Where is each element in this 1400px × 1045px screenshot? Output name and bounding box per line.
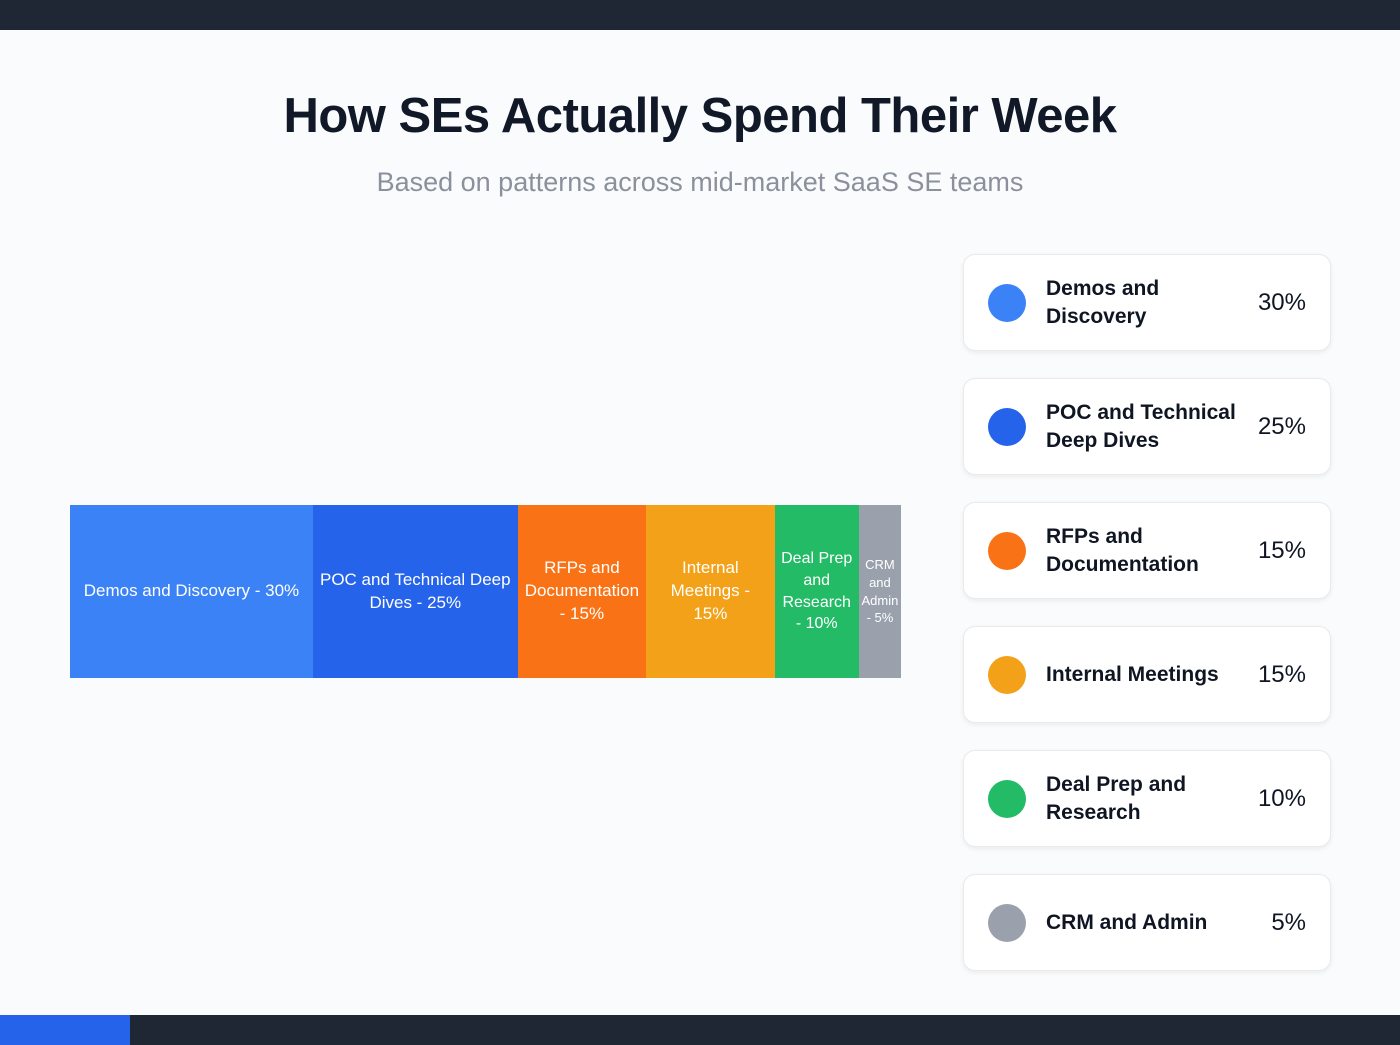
bar-segment-demos-and-discovery: Demos and Discovery - 30% (70, 505, 313, 678)
stacked-bar-chart: Demos and Discovery - 30% POC and Techni… (70, 505, 902, 678)
legend-item-label: RFPs and Documentation (1046, 525, 1199, 576)
legend-swatch-icon (988, 779, 1026, 818)
legend-item-label: Demos and Discovery (1046, 277, 1160, 328)
legend-swatch-icon (988, 407, 1026, 446)
bar-segment-label: RFPs and Documentation - 15% (524, 558, 640, 623)
legend: Demos and Discovery 30% POC and Technica… (963, 254, 1331, 971)
bar-segment-label: CRM and Admin - 5% (861, 557, 899, 626)
legend-item-poc-and-technical-deep-dives: POC and Technical Deep Dives 25% (963, 378, 1331, 475)
legend-item-internal-meetings: Internal Meetings 15% (963, 626, 1331, 723)
bar-segment-rfps-and-documentation: RFPs and Documentation - 15% (517, 505, 647, 678)
page-title: How SEs Actually Spend Their Week (283, 89, 1117, 143)
legend-item-demos-and-discovery: Demos and Discovery 30% (963, 254, 1331, 351)
legend-swatch-icon (988, 283, 1026, 322)
bar-segment-crm-and-admin: CRM and Admin - 5% (858, 505, 902, 678)
top-frame-bar (0, 0, 1400, 30)
bar-segment-deal-prep-and-research: Deal Prep and Research - 10% (774, 505, 859, 678)
bar-segment-label: POC and Technical Deep Dives - 25% (319, 569, 511, 612)
bar-segment-label: Internal Meetings - 15% (670, 558, 751, 623)
bar-segment-label: Demos and Discovery - 30% (83, 581, 300, 601)
legend-swatch-icon (988, 655, 1026, 694)
legend-item-value: 15% (1257, 536, 1306, 564)
legend-swatch-icon (988, 903, 1026, 942)
bar-segment-poc-and-technical-deep-dives: POC and Technical Deep Dives - 25% (312, 505, 518, 678)
bar-segment-internal-meetings: Internal Meetings - 15% (646, 505, 775, 678)
legend-item-rfps-and-documentation: RFPs and Documentation 15% (963, 502, 1331, 599)
legend-item-label: Internal Meetings (1046, 662, 1219, 686)
legend-item-value: 10% (1257, 784, 1306, 812)
legend-swatch-icon (988, 531, 1026, 570)
bottom-frame-bar (0, 1015, 1400, 1045)
legend-item-value: 5% (1271, 908, 1306, 936)
legend-item-deal-prep-and-research: Deal Prep and Research 10% (963, 750, 1331, 847)
legend-item-label: POC and Technical Deep Dives (1046, 401, 1236, 452)
page-subtitle: Based on patterns across mid-market SaaS… (376, 167, 1024, 197)
legend-item-label: Deal Prep and Research (1046, 773, 1187, 824)
legend-item-value: 25% (1257, 412, 1306, 440)
legend-item-value: 30% (1257, 288, 1306, 316)
bottom-accent-bar (0, 1015, 130, 1045)
legend-item-label: CRM and Admin (1046, 910, 1208, 934)
legend-item-value: 15% (1257, 660, 1306, 688)
bar-segment-label: Deal Prep and Research - 10% (781, 550, 853, 633)
legend-item-crm-and-admin: CRM and Admin 5% (963, 874, 1331, 971)
